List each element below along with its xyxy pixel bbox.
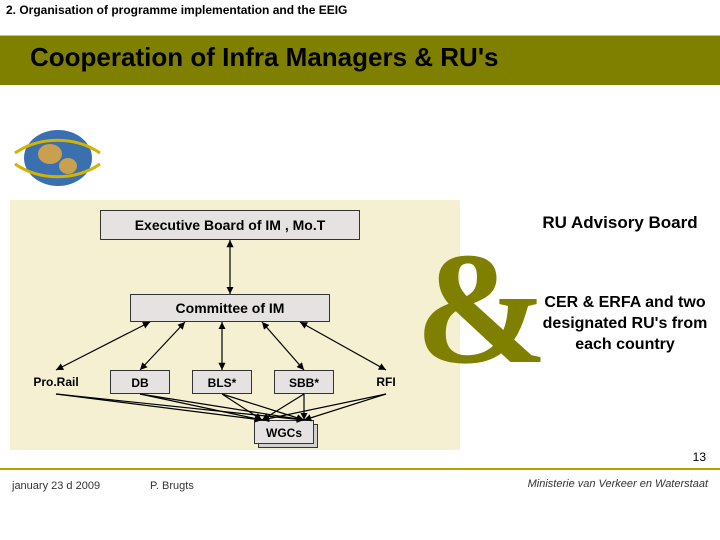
footer-ministry: Ministerie van Verkeer en Waterstaat (528, 478, 708, 490)
exec-board-box: Executive Board of IM , Mo.T (100, 210, 360, 240)
im-node-rfi: RFI (356, 370, 416, 394)
im-node-sbb: SBB* (274, 370, 334, 394)
committee-box: Committee of IM (130, 294, 330, 322)
cer-erfa-text: CER & ERFA and two designated RU's from … (535, 292, 715, 355)
globe-icon (10, 118, 105, 188)
slide: 2. Organisation of programme implementat… (0, 0, 720, 540)
ru-advisory-board: RU Advisory Board (540, 212, 700, 234)
im-node-bls: BLS* (192, 370, 252, 394)
im-node-prorail: Pro.Rail (26, 370, 86, 394)
footer-rule (0, 468, 720, 470)
slide-title: Cooperation of Infra Managers & RU's (30, 42, 498, 73)
im-node-db: DB (110, 370, 170, 394)
footer-date: january 23 d 2009 (12, 480, 100, 492)
wgcs-box: WGCs (254, 420, 314, 444)
footer-author: P. Brugts (150, 480, 194, 492)
section-label: 2. Organisation of programme implementat… (6, 3, 406, 17)
header-bar: 2. Organisation of programme implementat… (0, 0, 720, 36)
page-number: 13 (693, 450, 706, 464)
